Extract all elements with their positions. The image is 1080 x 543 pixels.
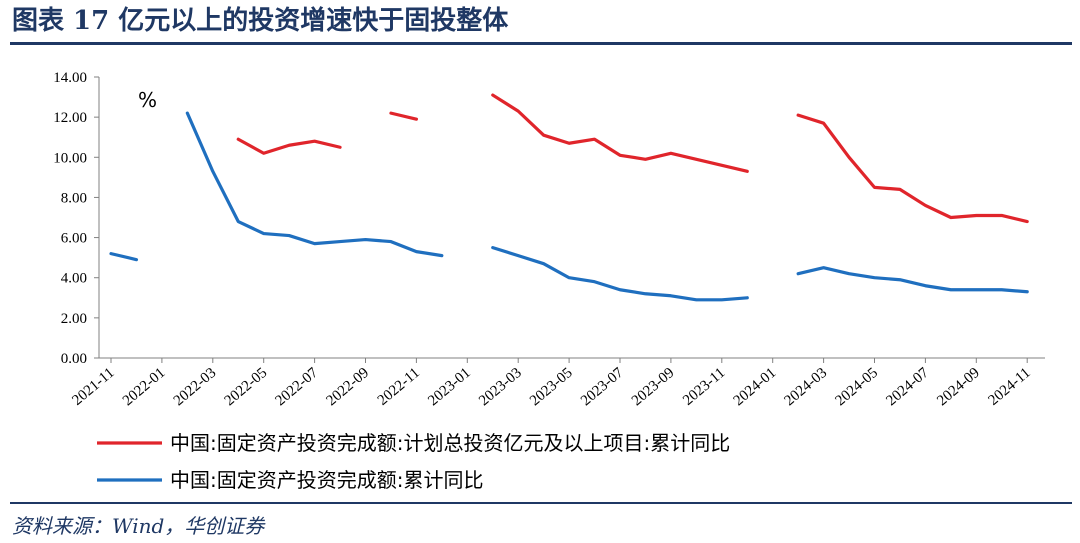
- x-tick-label: 2024-09: [934, 365, 983, 409]
- legend-label-1: 中国:固定资产投资完成额:计划总投资亿元及以上项目:累计同比: [170, 431, 730, 455]
- x-tick-label: 2022-01: [120, 365, 169, 409]
- series-line-segment: [491, 246, 749, 302]
- x-tick-label: 2023-03: [476, 365, 525, 409]
- source-note: 资料来源：Wind，华创证券: [12, 514, 265, 538]
- legend-label-2: 中国:固定资产投资完成额:累计同比: [170, 468, 483, 492]
- x-tick-label: 2023-01: [425, 365, 474, 409]
- y-tick-label: 10.00: [53, 150, 87, 166]
- series-line-segment: [389, 111, 418, 121]
- x-tick-label: 2024-03: [782, 365, 831, 409]
- series-lines: [109, 93, 1029, 302]
- x-tick-label: 2022-09: [323, 365, 372, 409]
- series-2: [109, 111, 1029, 302]
- line-chart: 0.00 2.00 4.00 6.00 8.00 10.00 12.00 14.00 2021-…: [53, 70, 1045, 492]
- chart-title: 图表 17 亿元以上的投资增速快于固投整体: [12, 6, 509, 36]
- x-tick-label: 2022-03: [171, 365, 220, 409]
- series-line-segment: [236, 137, 342, 155]
- y-tick-label: 14.00: [53, 70, 87, 86]
- y-tick-label: 0.00: [61, 351, 87, 367]
- x-tick-label: 2022-05: [222, 365, 271, 409]
- x-tick-label: 2023-09: [629, 365, 678, 409]
- axes: 0.00 2.00 4.00 6.00 8.00 10.00 12.00 14.00 2021-…: [53, 70, 1045, 409]
- x-tick-label: 2023-05: [527, 365, 576, 409]
- x-tick-label: 2024-05: [832, 365, 881, 409]
- x-tick-label: 2023-07: [578, 364, 627, 409]
- series-line-segment: [185, 111, 444, 258]
- y-tick-label: 4.00: [61, 271, 87, 287]
- y-tick-label: 8.00: [61, 190, 87, 206]
- x-tick-label: 2024-01: [731, 365, 780, 409]
- y-tick-label: 12.00: [53, 110, 87, 126]
- x-tick-label: 2023-11: [680, 365, 728, 409]
- title-divider: [10, 42, 1072, 45]
- x-tick-label: 2021-11: [69, 365, 117, 409]
- legend: 中国:固定资产投资完成额:计划总投资亿元及以上项目:累计同比中国:固定资产投资完…: [97, 431, 730, 492]
- series-line-segment: [491, 93, 749, 173]
- footer-divider: [10, 502, 1072, 504]
- x-tick-label: 2024-11: [986, 365, 1034, 409]
- series-line-segment: [109, 252, 139, 262]
- unit-label: %: [138, 88, 157, 112]
- series-line-segment: [796, 266, 1029, 294]
- x-tick-label: 2024-07: [883, 364, 932, 409]
- series-line-segment: [796, 113, 1029, 224]
- y-tick-label: 6.00: [61, 231, 87, 247]
- x-tick-label: 2022-11: [375, 365, 423, 409]
- x-tick-label: 2022-07: [273, 364, 322, 409]
- series-1: [236, 93, 1029, 224]
- y-tick-label: 2.00: [61, 311, 87, 327]
